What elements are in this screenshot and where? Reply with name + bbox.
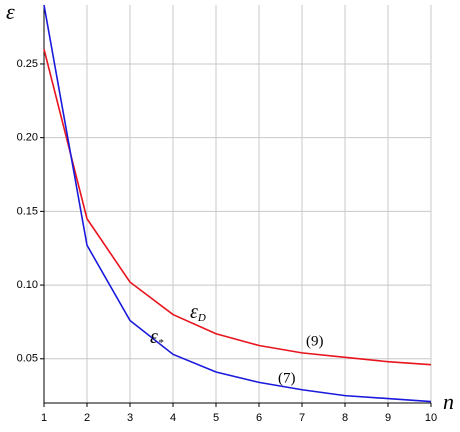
grid bbox=[43, 5, 432, 403]
line-series bbox=[43, 4, 432, 403]
x-tick-label: 10 bbox=[425, 412, 437, 424]
x-tick-label: 8 bbox=[342, 412, 348, 424]
annotation: εD bbox=[190, 301, 206, 324]
annotation-subscript: D bbox=[197, 312, 206, 324]
x-tick-label: 3 bbox=[127, 412, 133, 424]
annotation-symbol: ε bbox=[190, 301, 198, 323]
annotation-subscript: * bbox=[158, 337, 164, 349]
x-tick-label: 7 bbox=[299, 412, 305, 424]
annotation: ε* bbox=[150, 326, 164, 349]
x-tick-label: 6 bbox=[256, 412, 262, 424]
x-tick-label: 2 bbox=[84, 412, 90, 424]
y-tick-label: 0.15 bbox=[17, 205, 38, 217]
annotation: (7) bbox=[278, 370, 296, 386]
x-tick-label: 4 bbox=[170, 412, 176, 424]
x-tick-label: 5 bbox=[213, 412, 219, 424]
line-series bbox=[43, 49, 432, 366]
y-tick-label: 0.20 bbox=[17, 132, 38, 144]
annotation: (9) bbox=[306, 333, 324, 349]
y-tick-label: 0.10 bbox=[17, 279, 38, 291]
x-tick-label: 1 bbox=[41, 412, 47, 424]
y-tick-label: 0.05 bbox=[17, 353, 38, 365]
x-tick-label: 9 bbox=[385, 412, 391, 424]
x-axis-label: n bbox=[443, 389, 454, 414]
annotation-symbol: ε bbox=[150, 326, 158, 348]
y-tick-label: 0.25 bbox=[17, 58, 38, 70]
y-axis-label: ε bbox=[6, 0, 15, 24]
